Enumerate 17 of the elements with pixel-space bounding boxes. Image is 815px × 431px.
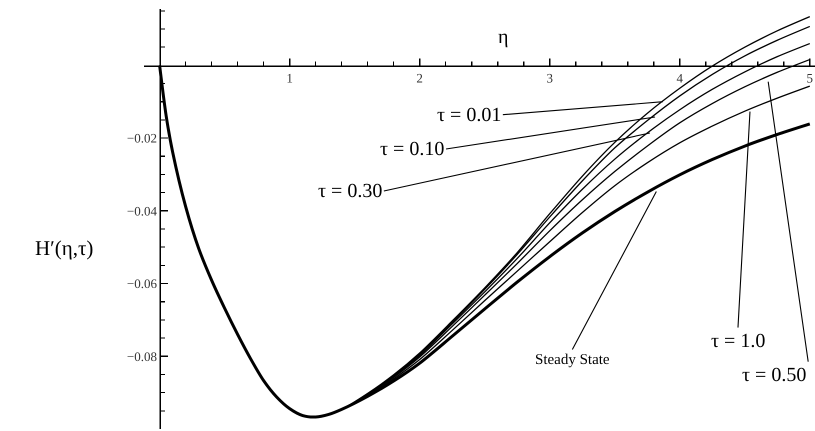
x-tick-label: 2	[416, 70, 423, 86]
y-tick-label: −0.02	[126, 130, 158, 146]
annotation: τ = 0.10	[380, 138, 444, 160]
annotation: τ = 0.50	[742, 364, 806, 386]
y-tick-label: −0.04	[126, 203, 158, 218]
y-tick-label: −0.08	[126, 348, 158, 364]
x-axis-title: η	[498, 26, 508, 48]
annotation: τ = 0.30	[318, 180, 382, 202]
annotation: τ = 1.0	[711, 330, 766, 352]
y-tick-label: −0.06	[126, 276, 158, 292]
annotation: τ = 0.01	[437, 104, 502, 126]
x-tick-label: 4	[676, 70, 684, 86]
x-tick-label: 1	[286, 70, 293, 86]
x-tick-label: 5	[806, 70, 814, 86]
x-tick-label: 3	[546, 70, 553, 86]
y-axis-title: H′(η,τ)	[35, 236, 94, 260]
annotation: Steady State	[535, 352, 610, 368]
